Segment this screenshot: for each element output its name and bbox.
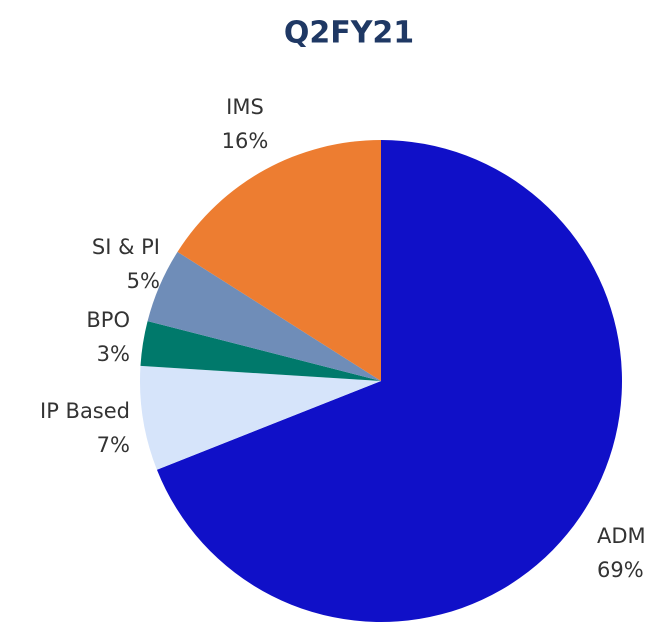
pie-slice [156, 140, 623, 622]
slice-value-label: 5% [127, 269, 160, 293]
pie-slice [140, 321, 381, 381]
slice-label: SI & PI [92, 235, 160, 259]
slice-label: IMS [226, 95, 264, 119]
slice-label: ADM [597, 524, 646, 548]
slice-value-label: 69% [597, 558, 644, 582]
slice-value-label: 16% [222, 129, 269, 153]
slice-label: IP Based [40, 399, 130, 423]
slice-value-label: 7% [97, 433, 130, 457]
pie-slice [177, 139, 381, 381]
pie-slice [140, 365, 381, 470]
chart-title: Q2FY21 [284, 16, 414, 51]
slice-label: BPO [86, 308, 130, 332]
pie-slice [147, 251, 381, 381]
slice-value-label: 3% [97, 342, 130, 366]
